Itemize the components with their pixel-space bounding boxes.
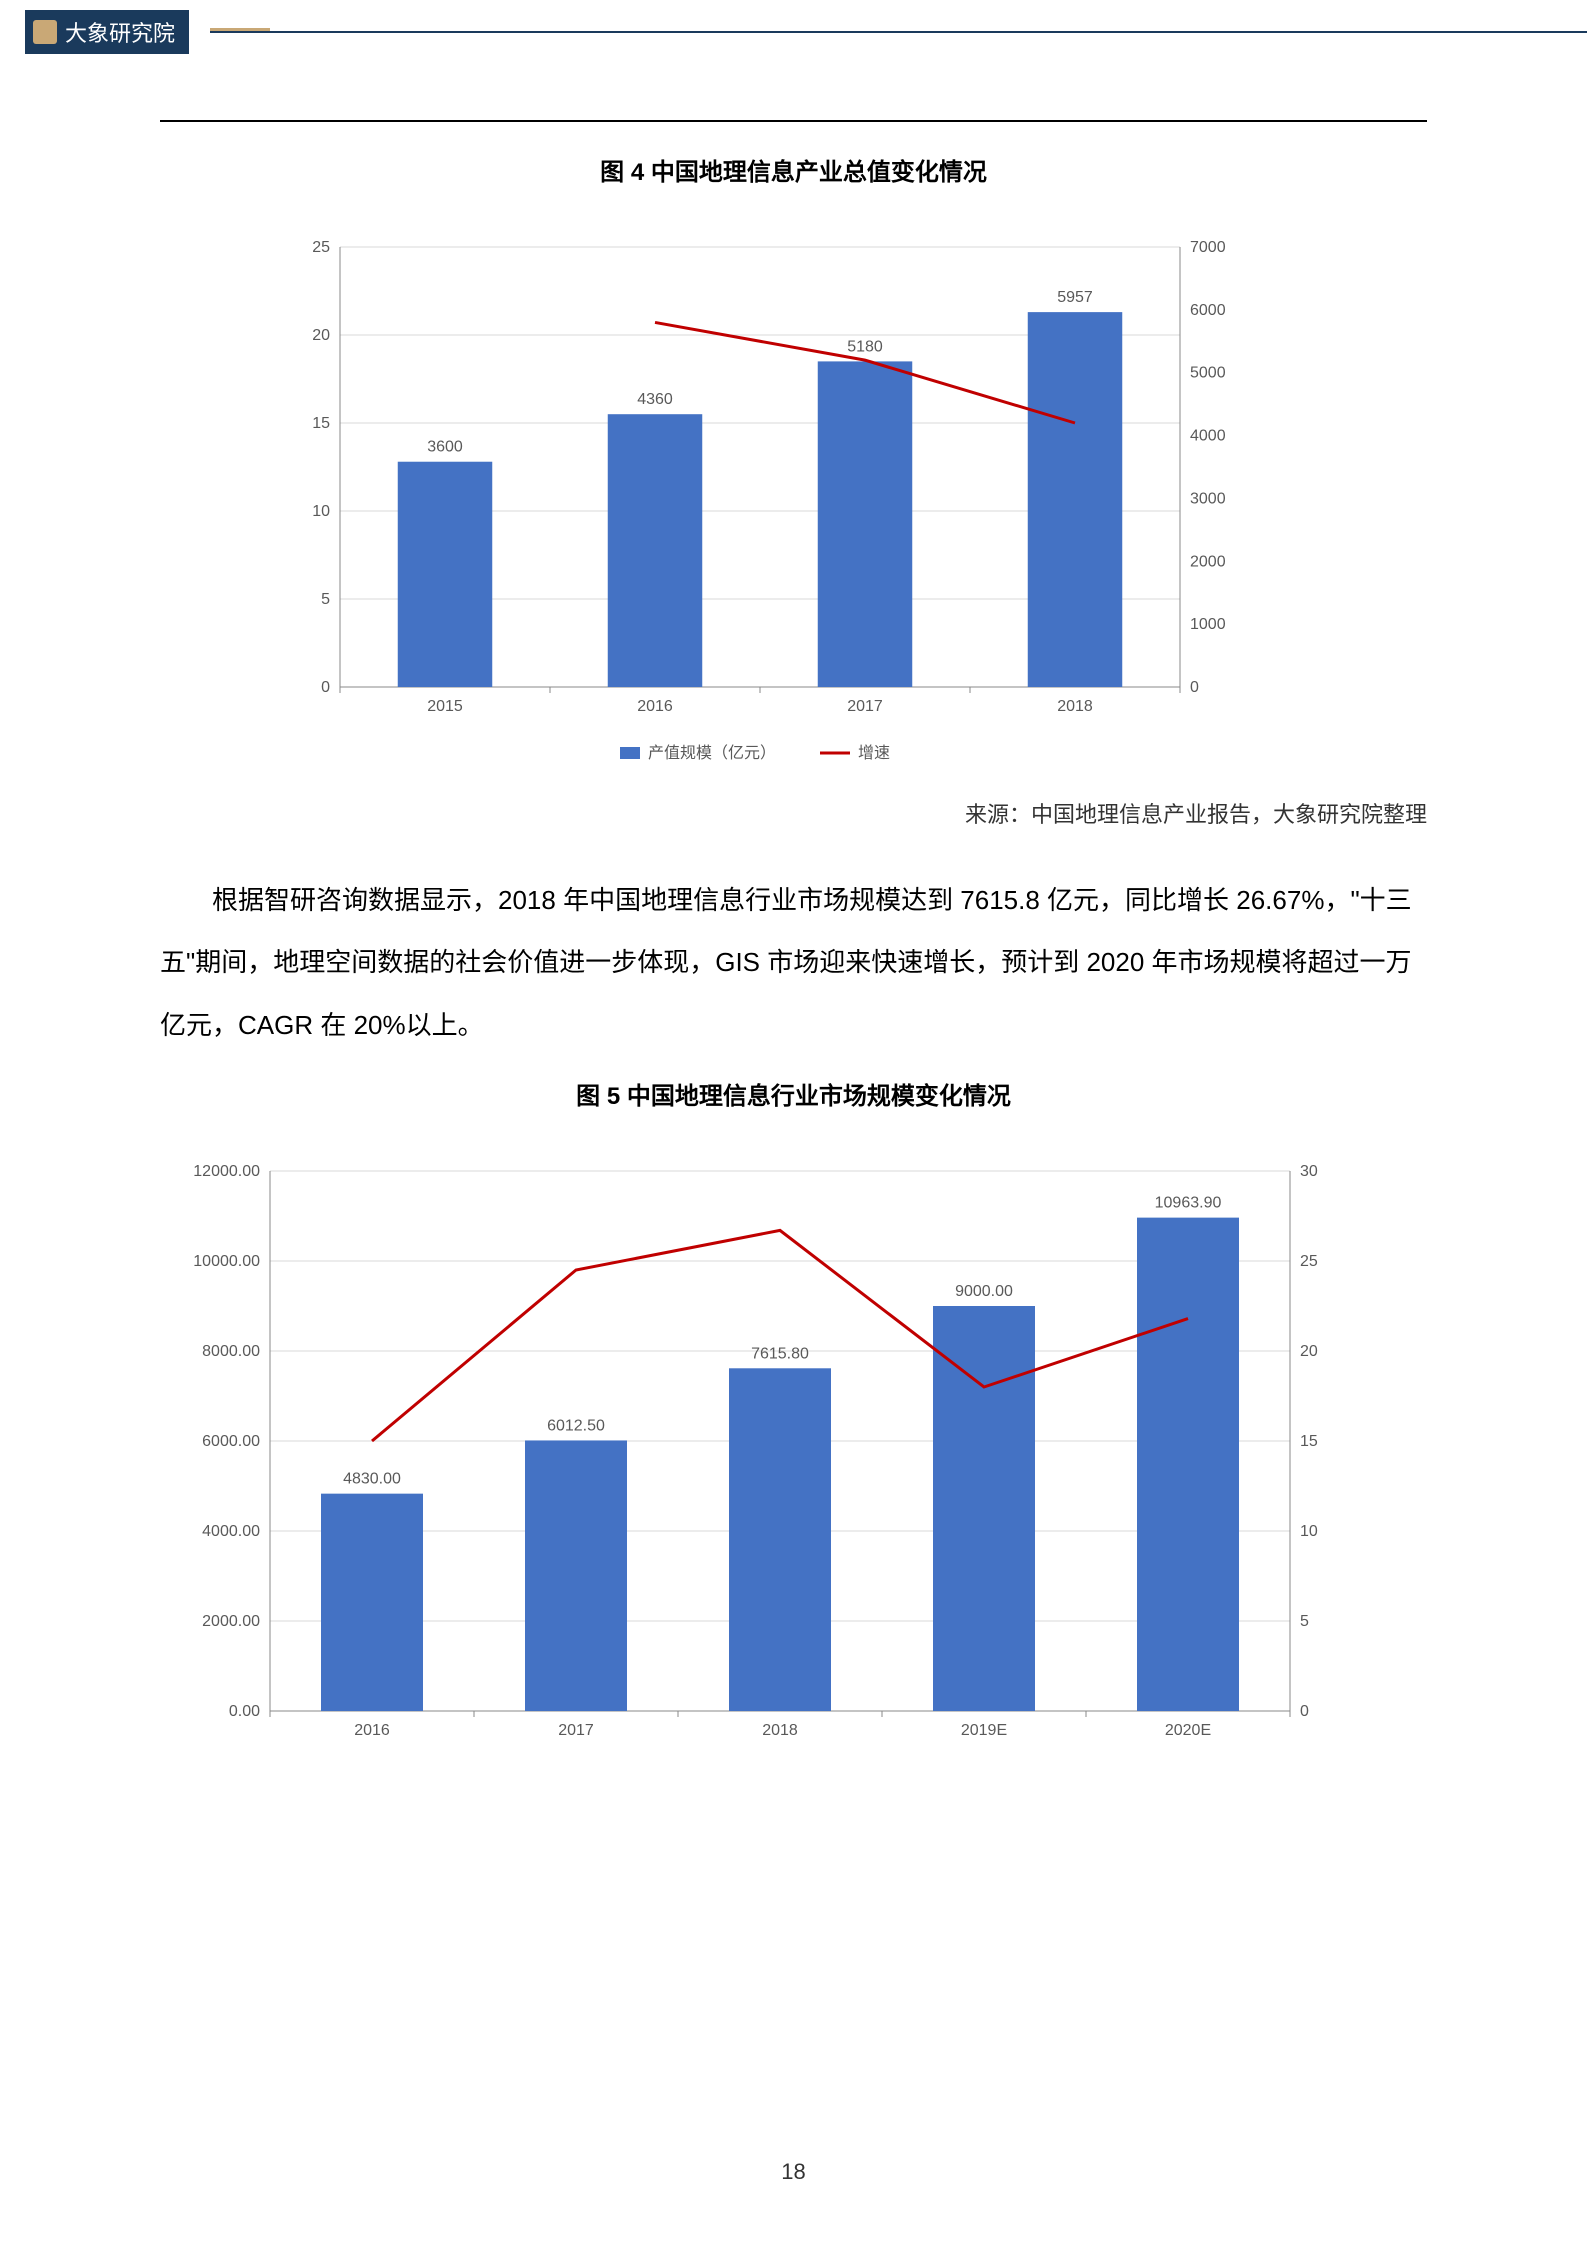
svg-text:5957: 5957	[1057, 289, 1093, 306]
svg-text:5: 5	[1300, 1613, 1309, 1630]
svg-text:10: 10	[312, 503, 330, 520]
svg-text:6000: 6000	[1190, 302, 1226, 319]
svg-text:20: 20	[312, 327, 330, 344]
svg-text:6000.00: 6000.00	[202, 1433, 260, 1450]
header: 大象研究院	[0, 0, 1587, 50]
svg-text:增速: 增速	[858, 744, 890, 762]
elephant-icon	[33, 20, 57, 44]
horizontal-rule	[160, 120, 1427, 122]
svg-text:3600: 3600	[427, 439, 463, 456]
svg-text:25: 25	[312, 239, 330, 256]
svg-text:2017: 2017	[847, 698, 883, 715]
svg-text:10963.90: 10963.90	[1155, 1195, 1222, 1212]
svg-text:2015: 2015	[427, 698, 463, 715]
svg-text:12000.00: 12000.00	[193, 1163, 260, 1180]
svg-text:2000: 2000	[1190, 553, 1226, 570]
svg-text:8000.00: 8000.00	[202, 1343, 260, 1360]
svg-text:3000: 3000	[1190, 490, 1226, 507]
svg-text:0: 0	[1190, 679, 1199, 696]
svg-text:1000: 1000	[1190, 616, 1226, 633]
svg-text:15: 15	[312, 415, 330, 432]
svg-text:0.00: 0.00	[229, 1703, 260, 1720]
svg-text:产值规模（亿元）: 产值规模（亿元）	[648, 744, 776, 762]
svg-text:7615.80: 7615.80	[751, 1345, 809, 1362]
svg-text:0: 0	[321, 679, 330, 696]
org-name: 大象研究院	[65, 21, 175, 46]
svg-text:9000.00: 9000.00	[955, 1283, 1013, 1300]
svg-text:5000: 5000	[1190, 365, 1226, 382]
figure5-chart: 0.00 2000.00 4000.00 6000.00 8000.00 10000.00…	[160, 1151, 1360, 1771]
figure4-chart: 0 5 10 15 20 25 0 1000 2000 3000 4000 5000 6000 7000 3…	[260, 227, 1260, 767]
svg-text:2018: 2018	[1057, 698, 1093, 715]
svg-text:6012.50: 6012.50	[547, 1418, 605, 1435]
svg-text:5: 5	[321, 591, 330, 608]
svg-text:2017: 2017	[558, 1722, 594, 1739]
svg-text:25: 25	[1300, 1253, 1318, 1270]
body-paragraph: 根据智研咨询数据显示，2018 年中国地理信息行业市场规模达到 7615.8 亿…	[160, 869, 1427, 1056]
svg-text:10000.00: 10000.00	[193, 1253, 260, 1270]
page-number: 18	[0, 2159, 1587, 2185]
svg-text:15: 15	[1300, 1433, 1318, 1450]
svg-text:2016: 2016	[354, 1722, 390, 1739]
svg-text:7000: 7000	[1190, 239, 1226, 256]
svg-text:2019E: 2019E	[961, 1722, 1007, 1739]
org-logo-box: 大象研究院	[25, 10, 189, 54]
svg-text:0: 0	[1300, 1703, 1309, 1720]
svg-text:4360: 4360	[637, 391, 673, 408]
figure5-svg: 0.00 2000.00 4000.00 6000.00 8000.00 10000.00…	[160, 1151, 1360, 1771]
figure4-source: 来源：中国地理信息产业报告，大象研究院整理	[160, 797, 1427, 829]
svg-text:2016: 2016	[637, 698, 673, 715]
svg-text:30: 30	[1300, 1163, 1318, 1180]
page: 大象研究院 图 4 中国地理信息产业总值变化情况 051015202501000…	[0, 0, 1587, 2245]
svg-text:20: 20	[1300, 1343, 1318, 1360]
svg-text:5180: 5180	[847, 338, 883, 355]
svg-text:2000.00: 2000.00	[202, 1613, 260, 1630]
svg-text:4830.00: 4830.00	[343, 1471, 401, 1488]
svg-text:4000: 4000	[1190, 428, 1226, 445]
svg-text:10: 10	[1300, 1523, 1318, 1540]
header-accent-line	[210, 28, 1587, 33]
svg-text:2018: 2018	[762, 1722, 798, 1739]
figure4-svg: 0 5 10 15 20 25 0 1000 2000 3000 4000 5000 6000 7000 3…	[260, 227, 1260, 767]
svg-text:2020E: 2020E	[1165, 1722, 1211, 1739]
svg-text:4000.00: 4000.00	[202, 1523, 260, 1540]
figure5-title: 图 5 中国地理信息行业市场规模变化情况	[160, 1076, 1427, 1111]
content-area: 图 4 中国地理信息产业总值变化情况 0 5 10 15 20 25 0 1000 2000 30…	[160, 120, 1427, 1771]
figure4-title: 图 4 中国地理信息产业总值变化情况	[160, 152, 1427, 187]
